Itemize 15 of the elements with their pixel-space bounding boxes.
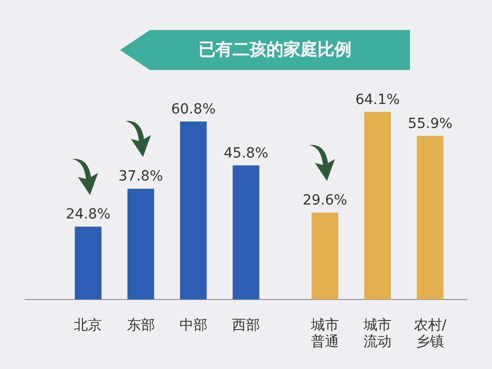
x-tick-label: 城市流动 — [362, 317, 392, 350]
x-tick-label: 北京 — [74, 317, 102, 334]
data-label: 60.8% — [171, 102, 216, 118]
x-tick-label: 东部 — [126, 317, 155, 334]
data-label: 55.9% — [408, 116, 452, 132]
data-label: 37.8% — [118, 168, 164, 185]
x-tick-label: 城市普通 — [310, 317, 339, 350]
data-label: 64.1% — [355, 92, 400, 108]
x-tick-label: 中部 — [179, 317, 208, 334]
data-label: 45.8% — [224, 145, 268, 162]
data-label: 29.6% — [302, 192, 348, 209]
x-tick-label: 农村/ 乡镇 — [414, 317, 447, 350]
chart-title: 已有二孩的家庭比例 — [198, 39, 352, 62]
data-label: 24.8% — [66, 206, 110, 223]
x-tick-label: 西部 — [232, 317, 260, 334]
